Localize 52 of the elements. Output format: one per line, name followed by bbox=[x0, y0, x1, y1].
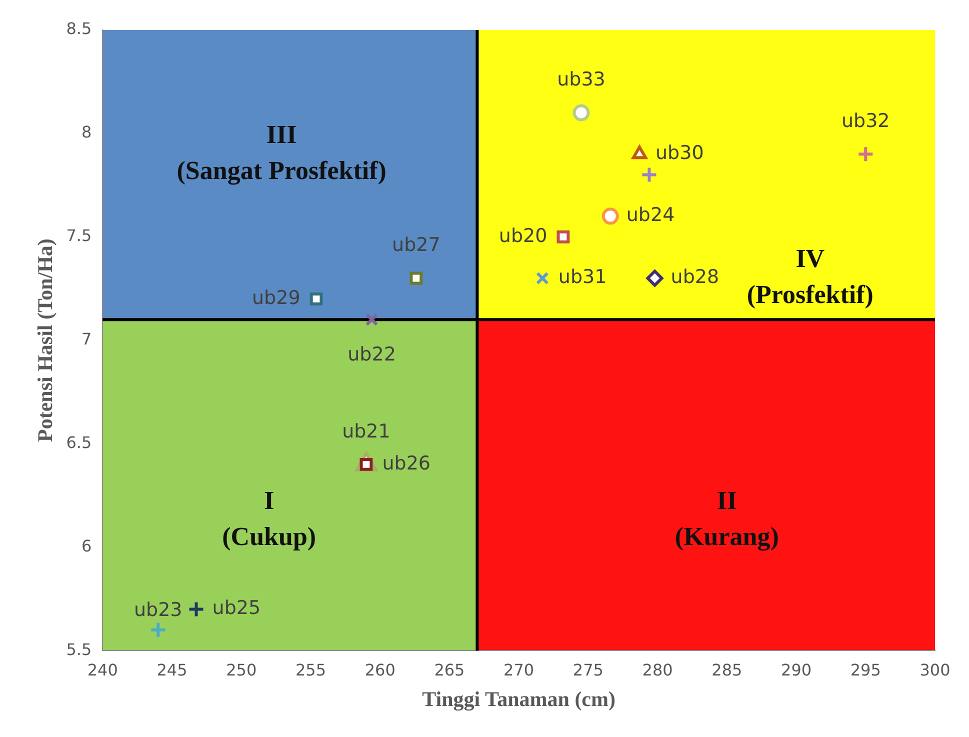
series-label: ub23 bbox=[134, 598, 182, 621]
y-axis-title: Potensi Hasil (Ton/Ha) bbox=[33, 238, 58, 442]
point bbox=[602, 208, 619, 225]
series-label: ub24 bbox=[626, 204, 675, 226]
y-tick-label: 8.5 bbox=[66, 19, 92, 38]
x-tick-label: 265 bbox=[434, 660, 465, 680]
x-tick-label: 260 bbox=[364, 660, 396, 680]
series-label: ub20 bbox=[498, 224, 548, 247]
y-tick-label: 5.5 bbox=[66, 640, 92, 659]
point bbox=[410, 272, 423, 285]
x-tick-label: 290 bbox=[781, 660, 812, 680]
point bbox=[365, 313, 378, 326]
point bbox=[536, 272, 549, 285]
x-tick-label: 280 bbox=[642, 660, 673, 680]
x-tick-label: 245 bbox=[156, 660, 188, 680]
point bbox=[640, 166, 658, 184]
series-label: ub32 bbox=[841, 110, 890, 132]
annotation: II (Kurang) bbox=[674, 486, 779, 551]
annotation: IV (Prosfektif) bbox=[746, 244, 874, 309]
y-tick-label: 8 bbox=[81, 122, 92, 142]
point bbox=[857, 146, 874, 163]
point bbox=[310, 292, 323, 306]
y-tick-label: 6 bbox=[81, 536, 92, 556]
point bbox=[556, 230, 570, 244]
series-label: ub25 bbox=[212, 597, 261, 620]
annotation: I (Cukup) bbox=[222, 486, 316, 551]
x-tick-label: 275 bbox=[572, 660, 604, 680]
x-tick-label: 255 bbox=[295, 660, 326, 680]
point bbox=[572, 104, 590, 122]
y-tick-label: 7.5 bbox=[66, 226, 92, 246]
series-label: ub30 bbox=[656, 142, 704, 164]
point bbox=[150, 621, 167, 638]
x-tick-label: 240 bbox=[87, 660, 118, 680]
series-label: ub31 bbox=[558, 266, 607, 288]
annotation: III (Sangat Prosfektif) bbox=[176, 120, 386, 185]
x-tick-label: 285 bbox=[712, 660, 742, 680]
x-tick-label: 270 bbox=[504, 660, 534, 680]
y-tick-label: 6.5 bbox=[66, 432, 92, 452]
point bbox=[646, 270, 664, 287]
x-tick-label: 250 bbox=[226, 660, 257, 680]
y-tick-label: 7 bbox=[81, 329, 92, 348]
x-tick-label: 295 bbox=[850, 660, 881, 680]
x-tick-label: 300 bbox=[920, 660, 950, 680]
series-label: ub21 bbox=[342, 420, 390, 442]
series-label: ub28 bbox=[670, 266, 720, 288]
series-label: ub26 bbox=[382, 452, 431, 474]
x-axis-title: Tinggi Tanaman (cm) bbox=[422, 686, 616, 711]
series-label: ub29 bbox=[252, 286, 300, 309]
series-label: ub33 bbox=[557, 68, 606, 91]
series-label: ub22 bbox=[348, 344, 396, 366]
series-label: ub27 bbox=[392, 234, 440, 256]
point bbox=[188, 600, 205, 618]
